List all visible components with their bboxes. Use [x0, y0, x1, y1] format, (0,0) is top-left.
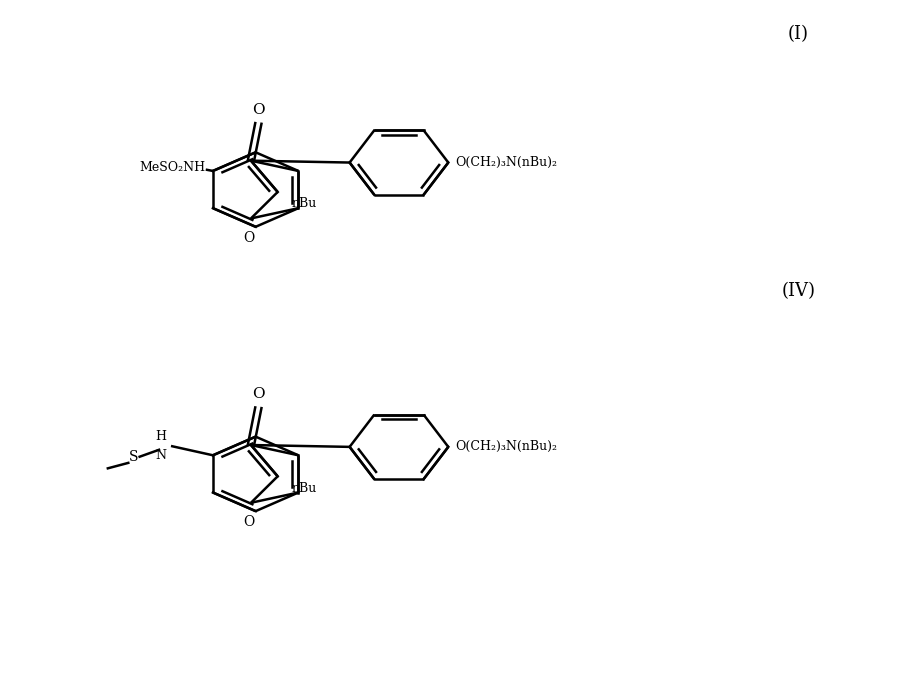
Text: (I): (I)	[788, 25, 809, 43]
Text: S: S	[129, 450, 139, 464]
Text: O: O	[252, 103, 265, 116]
Text: (IV): (IV)	[781, 282, 815, 300]
Text: MeSO₂NH: MeSO₂NH	[140, 161, 205, 174]
Text: O(CH₂)₃N(nBu)₂: O(CH₂)₃N(nBu)₂	[456, 156, 557, 169]
Text: nBu: nBu	[292, 198, 317, 211]
Text: O: O	[243, 515, 255, 529]
Text: O(CH₂)₃N(nBu)₂: O(CH₂)₃N(nBu)₂	[456, 440, 557, 454]
Text: H: H	[155, 430, 167, 443]
Text: O: O	[252, 387, 265, 401]
Text: N: N	[155, 450, 167, 462]
Text: O: O	[243, 231, 255, 244]
Text: nBu: nBu	[292, 482, 317, 495]
